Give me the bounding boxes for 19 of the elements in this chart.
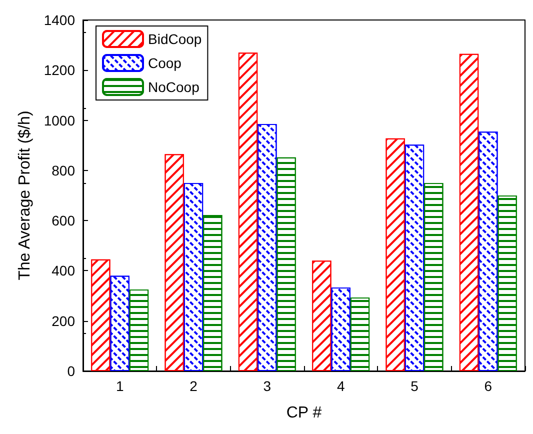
x-tick-label: 2 [190, 378, 198, 394]
legend-label: Coop [148, 55, 182, 71]
x-tick-label: 1 [116, 378, 124, 394]
y-tick-label: 1200 [44, 62, 76, 78]
y-tick-label: 800 [52, 162, 76, 178]
legend-label: BidCoop [148, 31, 202, 47]
y-tick-label: 1000 [44, 112, 76, 128]
x-axis-title: CP # [286, 404, 322, 422]
y-tick-label: 200 [52, 312, 76, 329]
x-tick-label: 3 [263, 378, 272, 394]
y-tick-label: 0 [67, 363, 76, 379]
legend-label: NoCoop [148, 79, 200, 95]
y-tick-label: 1400 [44, 12, 76, 28]
x-tick-label: 6 [484, 378, 492, 394]
x-tick-label: 4 [336, 378, 345, 394]
y-tick-label: 400 [52, 262, 76, 279]
y-tick-label: 600 [52, 212, 76, 229]
x-tick-label: 5 [410, 378, 419, 394]
y-axis-title: The Average Profit ($/h) [16, 110, 34, 280]
